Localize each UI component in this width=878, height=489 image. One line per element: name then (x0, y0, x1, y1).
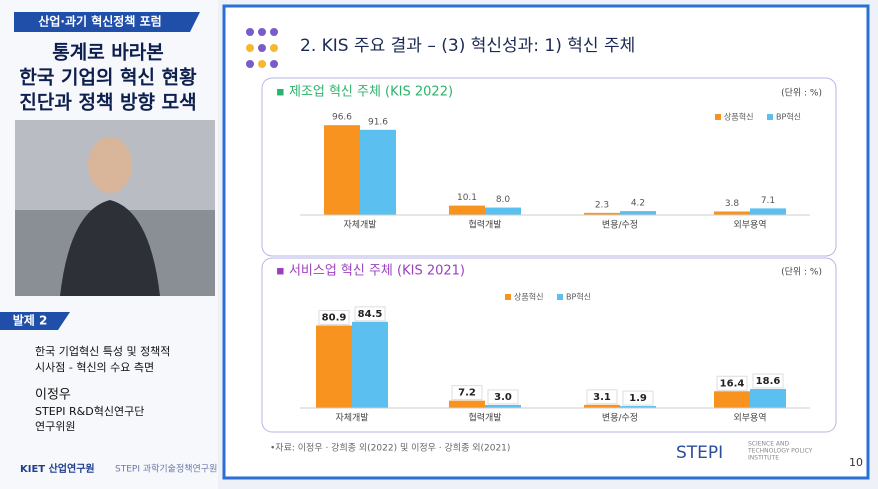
chart-panel (261, 77, 837, 257)
bar (750, 389, 786, 408)
logo-text: SCIENCE AND (748, 441, 790, 448)
value-label: 3.0 (494, 392, 512, 403)
value-label: 8.0 (496, 195, 511, 205)
source: •자료: 이정우 · 강희종 외(2022) 및 이정우 · 강희종 외(202… (270, 442, 510, 454)
x-tick-label: 자체개발 (343, 220, 376, 231)
value-label-box (586, 389, 618, 405)
logo-text: TECHNOLOGY POLICY (747, 448, 813, 455)
value-label: 7.1 (761, 196, 775, 206)
value-label: 91.6 (368, 117, 388, 127)
unit-label: (단위 : %) (781, 267, 822, 278)
slide-title: 2. KIS 주요 결과 – (3) 혁신성과: 1) 혁신 주체 (300, 36, 635, 56)
chart-panel (261, 257, 837, 433)
value-label: 7.2 (458, 388, 476, 399)
topic-line: 한국 기업혁신 특성 및 정책적 (35, 345, 170, 358)
bar (449, 205, 485, 215)
value-label: 3.8 (725, 199, 740, 209)
speaker-name: 이정우 (35, 388, 71, 403)
value-label: 84.5 (358, 309, 383, 320)
legend-swatch (715, 114, 721, 120)
bar (620, 211, 656, 215)
unit-label: (단위 : %) (781, 88, 822, 99)
legend-label: BP혁신 (566, 293, 591, 302)
bar (449, 400, 485, 408)
value-label: 3.1 (593, 392, 611, 403)
x-tick-label: 협력개발 (468, 412, 501, 424)
stepi-logo: STEPI (676, 443, 723, 463)
value-label: 4.2 (631, 199, 645, 209)
bar (584, 212, 620, 215)
value-label-box (716, 375, 748, 391)
value-label-box (318, 309, 350, 325)
bar (316, 325, 352, 408)
value-label: 18.6 (756, 376, 781, 387)
value-label: 80.9 (322, 312, 347, 323)
speaker-body (60, 200, 160, 296)
bar (485, 404, 521, 408)
logo: STEPI 과학기술정책연구원 (115, 463, 217, 475)
x-tick-label: 외부용역 (733, 219, 766, 231)
x-tick-label: 변용/수정 (602, 220, 638, 231)
logo-text: INSTITUTE (748, 455, 779, 462)
value-label-box (487, 389, 519, 405)
bar (352, 321, 388, 408)
value-label-box (752, 373, 784, 389)
x-tick-label: 자체개발 (335, 413, 368, 424)
bar (360, 129, 396, 215)
position: 연구위원 (35, 420, 75, 433)
topic-line: 시사점 - 혁신의 수요 측면 (35, 361, 154, 374)
value-label: 10.1 (457, 193, 477, 203)
legend-label: 상품혁신 (724, 112, 753, 122)
chart-title: ▪ 제조업 혁신 주체 (KIS 2022) (276, 85, 453, 100)
bar (324, 125, 360, 215)
bar (714, 211, 750, 215)
bar (714, 391, 750, 408)
title-line: 한국 기업의 혁신 현황 (19, 66, 197, 89)
value-label-box (451, 385, 483, 401)
bar (750, 208, 786, 215)
title-line: 진단과 정책 방향 모색 (19, 92, 196, 114)
value-label: 96.6 (332, 113, 352, 123)
x-tick-label: 변용/수정 (602, 413, 638, 424)
value-label-box (354, 306, 386, 322)
bar (620, 406, 656, 408)
value-label: 16.4 (720, 378, 745, 389)
x-tick-label: 협력개발 (468, 219, 501, 231)
page-number: 10 (849, 456, 863, 469)
chart-title: ▪ 서비스업 혁신 주체 (KIS 2021) (276, 264, 465, 279)
legend-swatch (505, 294, 511, 300)
session-tag: 발제 2 (13, 313, 48, 328)
title-line: 통계로 바라본 (52, 42, 164, 64)
bar (584, 404, 620, 408)
legend-label: BP혁신 (776, 113, 801, 122)
value-label: 2.3 (595, 200, 609, 210)
x-tick-label: 외부용역 (733, 412, 766, 424)
value-label: 1.9 (629, 393, 647, 404)
value-label-box (622, 390, 654, 406)
legend-swatch (557, 294, 563, 300)
speaker-head (88, 137, 132, 193)
forum-tag: 산업·과기 혁신정책 포럼 (38, 14, 161, 29)
legend-label: 상품혁신 (514, 292, 543, 302)
bar (485, 207, 521, 215)
legend-swatch (767, 114, 773, 120)
forum-tag-bg (14, 12, 200, 32)
logo: KIET 산업연구원 (20, 462, 95, 475)
decor-dots (246, 28, 278, 68)
affiliation: STEPI R&D혁신연구단 (35, 405, 144, 418)
session-tag-bg (0, 312, 70, 330)
